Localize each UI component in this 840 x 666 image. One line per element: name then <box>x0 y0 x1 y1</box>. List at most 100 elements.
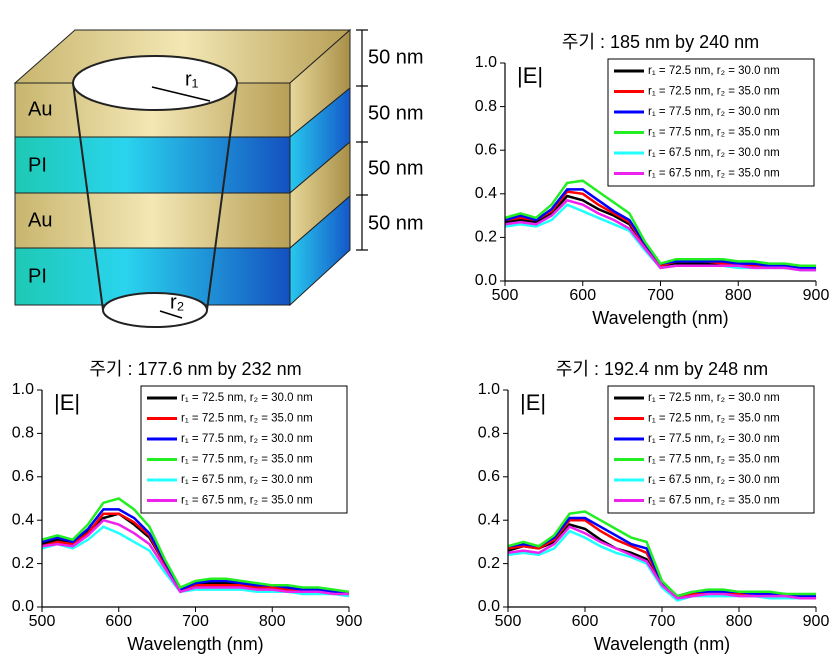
hole-edge <box>72 82 104 311</box>
y-tick-label: 1.0 <box>12 381 34 398</box>
data-line <box>504 198 816 272</box>
thickness-label: 50 nm <box>368 46 424 68</box>
x-tick-label: 500 <box>495 613 522 630</box>
x-tick-label: 700 <box>649 613 676 630</box>
y-axis-label: |E| <box>517 63 543 88</box>
data-line <box>507 525 816 600</box>
layer-label: PI <box>28 154 47 176</box>
x-tick-label: 800 <box>725 287 752 304</box>
legend-label: r₁ = 67.5 nm, r₂ = 35.0 nm <box>648 168 780 180</box>
y-tick-label: 0.8 <box>475 98 497 115</box>
y-tick-label: 0.0 <box>475 272 497 289</box>
x-tick-label: 700 <box>182 613 209 630</box>
y-tick-label: 1.0 <box>475 54 497 71</box>
layer-au <box>14 192 291 249</box>
x-axis-label: Wavelength (nm) <box>594 634 730 654</box>
y-tick-label: 0.4 <box>475 185 497 202</box>
layer-pi <box>14 136 291 194</box>
x-tick-label: 900 <box>803 613 830 630</box>
y-tick-label: 0.8 <box>478 425 500 442</box>
legend-label: r₁ = 77.5 nm, r₂ = 35.0 nm <box>648 454 780 466</box>
x-tick-label: 900 <box>803 287 830 304</box>
radius-arrow <box>159 310 183 319</box>
x-tick-label: 600 <box>105 613 132 630</box>
y-tick-label: 1.0 <box>478 381 500 398</box>
legend-label: r₁ = 77.5 nm, r₂ = 30.0 nm <box>648 106 780 118</box>
y-axis-label: |E| <box>520 390 546 415</box>
radius-label: r₂ <box>170 291 184 313</box>
legend-label: r₁ = 72.5 nm, r₂ = 35.0 nm <box>648 413 780 425</box>
dimension-arrows <box>356 29 368 251</box>
legend-label: r₁ = 67.5 nm, r₂ = 30.0 nm <box>648 474 780 486</box>
x-axis-label: Wavelength (nm) <box>592 308 728 328</box>
y-tick-label: 0.4 <box>478 511 500 528</box>
y-tick-label: 0.6 <box>478 468 500 485</box>
thickness-label: 50 nm <box>368 212 424 234</box>
legend-label: r₁ = 77.5 nm, r₂ = 35.0 nm <box>648 127 780 139</box>
data-line <box>41 497 350 594</box>
data-line <box>504 179 816 267</box>
y-tick-label: 0.6 <box>475 141 497 158</box>
data-line <box>507 510 816 598</box>
x-tick-label: 600 <box>569 287 596 304</box>
y-tick-label: 0.0 <box>12 598 34 615</box>
x-tick-label: 600 <box>572 613 599 630</box>
legend-label: r₁ = 67.5 nm, r₂ = 35.0 nm <box>648 495 780 507</box>
legend-label: r₁ = 72.5 nm, r₂ = 30.0 nm <box>181 392 313 404</box>
data-line <box>507 529 816 602</box>
y-axis-label: |E| <box>54 390 80 415</box>
legend-label: r₁ = 77.5 nm, r₂ = 35.0 nm <box>181 454 313 466</box>
x-axis-label: Wavelength (nm) <box>127 634 263 654</box>
data-line <box>504 188 816 270</box>
line-chart: 주기 : 185 nm by 240 nm |E| Wavelength (nm) 0… <box>475 32 830 328</box>
legend-label: r₁ = 72.5 nm, r₂ = 30.0 nm <box>648 392 780 404</box>
layer-label: Au <box>28 209 52 231</box>
thickness-label: 50 nm <box>368 102 424 124</box>
radius-label: r₁ <box>185 68 199 90</box>
legend-label: r₁ = 72.5 nm, r₂ = 35.0 nm <box>181 413 313 425</box>
line-chart: 주기 : 192.4 nm by 248 nm |E| Wavelength (nm… <box>478 359 830 654</box>
y-tick-label: 0.4 <box>12 511 34 528</box>
x-tick-label: 500 <box>29 613 56 630</box>
y-tick-label: 0.2 <box>12 555 34 572</box>
legend-box <box>607 58 815 187</box>
chart-title: 주기 : 185 nm by 240 nm <box>562 32 759 52</box>
legend-label: r₁ = 67.5 nm, r₂ = 30.0 nm <box>648 147 780 159</box>
legend-box <box>140 385 348 514</box>
structure-diagram: r₁ r₂ Au PI Au PI 50 nm 50 nm 50 nm 50 n… <box>13 28 424 328</box>
legend-box <box>607 385 815 514</box>
hole-bottom <box>102 292 208 328</box>
layer-label: Au <box>28 98 52 120</box>
line-chart: 주기 : 177.6 nm by 232 nm |E| Wavelength (nm… <box>12 359 363 654</box>
x-tick-label: 800 <box>259 613 286 630</box>
data-line <box>41 508 349 594</box>
x-tick-label: 700 <box>647 287 674 304</box>
layer-label: PI <box>28 265 47 287</box>
legend-label: r₁ = 77.5 nm, r₂ = 30.0 nm <box>648 433 780 445</box>
chart-title: 주기 : 192.4 nm by 248 nm <box>556 359 768 379</box>
legend: r₁ = 72.5 nm, r₂ = 30.0 nm r₁ = 72.5 nm, … <box>607 58 815 187</box>
legend-label: r₁ = 72.5 nm, r₂ = 30.0 nm <box>648 65 780 77</box>
radius-arrow <box>151 86 211 102</box>
legend-label: r₁ = 67.5 nm, r₂ = 30.0 nm <box>181 474 313 486</box>
chart-title: 주기 : 177.6 nm by 232 nm <box>89 359 301 379</box>
legend-label: r₁ = 67.5 nm, r₂ = 35.0 nm <box>181 495 313 507</box>
y-tick-label: 0.2 <box>475 229 497 246</box>
legend: r₁ = 72.5 nm, r₂ = 30.0 nm r₁ = 72.5 nm, … <box>140 385 348 514</box>
y-tick-label: 0.8 <box>12 425 34 442</box>
hole-edge <box>206 82 238 311</box>
y-tick-label: 0.0 <box>478 598 500 615</box>
legend-label: r₁ = 72.5 nm, r₂ = 35.0 nm <box>648 86 780 98</box>
x-tick-label: 900 <box>336 613 363 630</box>
hole-top <box>72 55 238 111</box>
x-tick-label: 500 <box>492 287 519 304</box>
thickness-label: 50 nm <box>368 157 424 179</box>
y-tick-label: 0.6 <box>12 468 34 485</box>
y-tick-label: 0.2 <box>478 555 500 572</box>
legend-label: r₁ = 77.5 nm, r₂ = 30.0 nm <box>181 433 313 445</box>
x-tick-label: 800 <box>726 613 753 630</box>
data-line <box>41 518 349 596</box>
legend: r₁ = 72.5 nm, r₂ = 30.0 nm r₁ = 72.5 nm, … <box>607 385 815 514</box>
